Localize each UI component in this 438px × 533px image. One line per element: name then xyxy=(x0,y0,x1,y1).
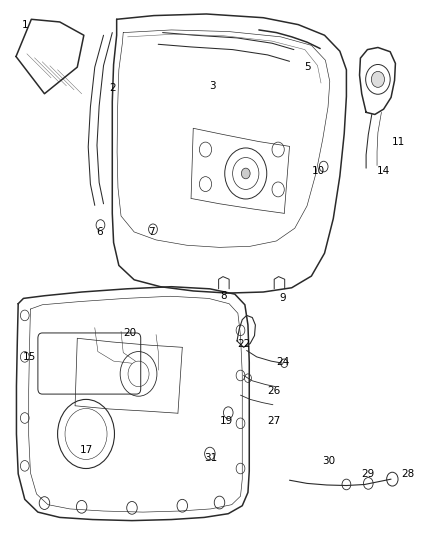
Text: 29: 29 xyxy=(361,469,374,479)
Text: 20: 20 xyxy=(123,328,136,338)
Text: 30: 30 xyxy=(321,456,335,465)
Text: 6: 6 xyxy=(95,227,102,237)
Text: 31: 31 xyxy=(204,453,217,463)
Text: 3: 3 xyxy=(209,81,216,91)
Circle shape xyxy=(371,71,384,87)
Text: 10: 10 xyxy=(311,166,324,176)
Text: 22: 22 xyxy=(237,338,250,349)
Text: 19: 19 xyxy=(219,416,232,426)
Text: 5: 5 xyxy=(303,62,310,72)
Text: 26: 26 xyxy=(267,386,280,397)
Text: 1: 1 xyxy=(21,20,28,30)
Text: 14: 14 xyxy=(376,166,389,176)
Text: 11: 11 xyxy=(392,136,405,147)
Text: 8: 8 xyxy=(220,290,227,301)
Text: 27: 27 xyxy=(267,416,280,426)
Text: 28: 28 xyxy=(400,469,413,479)
Text: 15: 15 xyxy=(22,352,35,362)
Circle shape xyxy=(241,168,250,179)
Text: 9: 9 xyxy=(279,293,286,303)
Text: 2: 2 xyxy=(109,83,115,93)
Text: 24: 24 xyxy=(276,357,289,367)
Text: 17: 17 xyxy=(79,445,92,455)
Text: 7: 7 xyxy=(148,227,155,237)
